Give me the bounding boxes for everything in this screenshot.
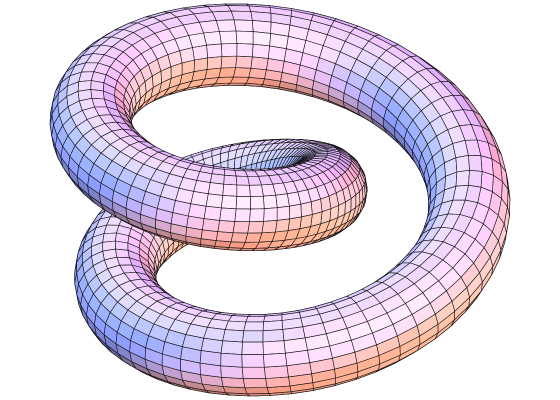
mesh-patch — [252, 31, 271, 47]
mesh-patch — [310, 198, 323, 215]
mesh-patch — [208, 182, 224, 196]
mesh-patch — [264, 365, 289, 379]
mesh-patch — [223, 174, 238, 186]
mesh-patch — [220, 365, 244, 379]
mesh-patch — [220, 340, 243, 355]
mesh-patch — [205, 193, 223, 209]
mesh-patch — [219, 30, 238, 45]
mesh-patch — [235, 30, 254, 45]
mesh-patch — [234, 208, 251, 222]
mesh-patch — [320, 195, 332, 212]
mesh-patch — [468, 155, 483, 172]
mesh-patch — [220, 352, 243, 368]
mesh-patch — [455, 155, 470, 173]
mesh-patch — [248, 67, 267, 79]
mesh-patch — [203, 205, 222, 221]
mesh-patch — [245, 315, 266, 323]
mesh-patch — [249, 208, 265, 222]
mesh-patch — [235, 175, 250, 186]
mesh-patch — [217, 220, 236, 233]
mesh-patch — [90, 89, 105, 100]
mesh-patch — [115, 248, 130, 258]
mesh-patch — [289, 203, 302, 220]
mesh-patch — [222, 183, 238, 197]
mesh-patch — [285, 350, 310, 366]
mesh-patch — [300, 201, 313, 218]
mesh-patch — [206, 56, 223, 70]
mesh-patch — [224, 320, 247, 332]
mesh-patch — [233, 67, 252, 78]
mesh-patch — [236, 184, 251, 197]
mesh-patch — [276, 205, 290, 221]
mesh-patch — [241, 354, 265, 368]
mesh-patch — [241, 341, 264, 355]
mesh-patch — [249, 184, 264, 197]
mesh-patch — [218, 67, 236, 78]
mesh-patch — [202, 218, 220, 232]
mesh-patch — [252, 43, 270, 59]
mesh-patch — [222, 329, 245, 343]
mesh-patch — [267, 45, 287, 62]
mesh-patch — [228, 241, 246, 249]
mesh-patch — [263, 194, 278, 209]
mesh-patch — [221, 195, 238, 210]
mesh-patch — [199, 350, 222, 367]
mesh-patch — [261, 220, 278, 234]
mesh-patch — [219, 207, 237, 222]
mesh-patch — [235, 55, 253, 69]
mesh-patch — [245, 232, 263, 243]
mesh-patch — [263, 352, 288, 368]
mesh-patch — [261, 183, 276, 197]
mesh-patch — [236, 43, 254, 58]
mesh-patch — [230, 232, 248, 243]
mesh-patch — [230, 10, 253, 21]
mesh-patch — [221, 43, 238, 57]
mesh-patch — [262, 340, 286, 355]
mesh-patch — [455, 170, 470, 187]
mesh-patch — [233, 19, 254, 32]
mesh-patch — [190, 191, 209, 207]
mesh-patch — [262, 329, 285, 343]
mesh-patch — [220, 55, 238, 69]
mesh-patch — [232, 221, 250, 234]
mesh-patch — [468, 170, 483, 188]
mesh-patch — [235, 196, 251, 210]
mesh-patch — [241, 366, 266, 379]
mesh-patch — [263, 207, 278, 222]
mesh-patch — [206, 43, 223, 59]
mesh-patch — [242, 330, 264, 343]
mesh-patch — [247, 221, 264, 234]
mesh-patch — [244, 387, 270, 395]
mesh-patch — [262, 320, 284, 332]
mesh-patch — [242, 378, 268, 389]
mesh-patch — [250, 56, 269, 70]
mesh-patch — [227, 5, 252, 12]
mesh-patch — [250, 195, 265, 210]
mesh-patch — [275, 193, 290, 208]
mesh-patch — [221, 377, 246, 389]
mesh-patch — [243, 321, 264, 332]
mesh-patch — [275, 218, 290, 233]
mesh-patch — [215, 231, 234, 243]
mesh-patch — [252, 20, 272, 34]
